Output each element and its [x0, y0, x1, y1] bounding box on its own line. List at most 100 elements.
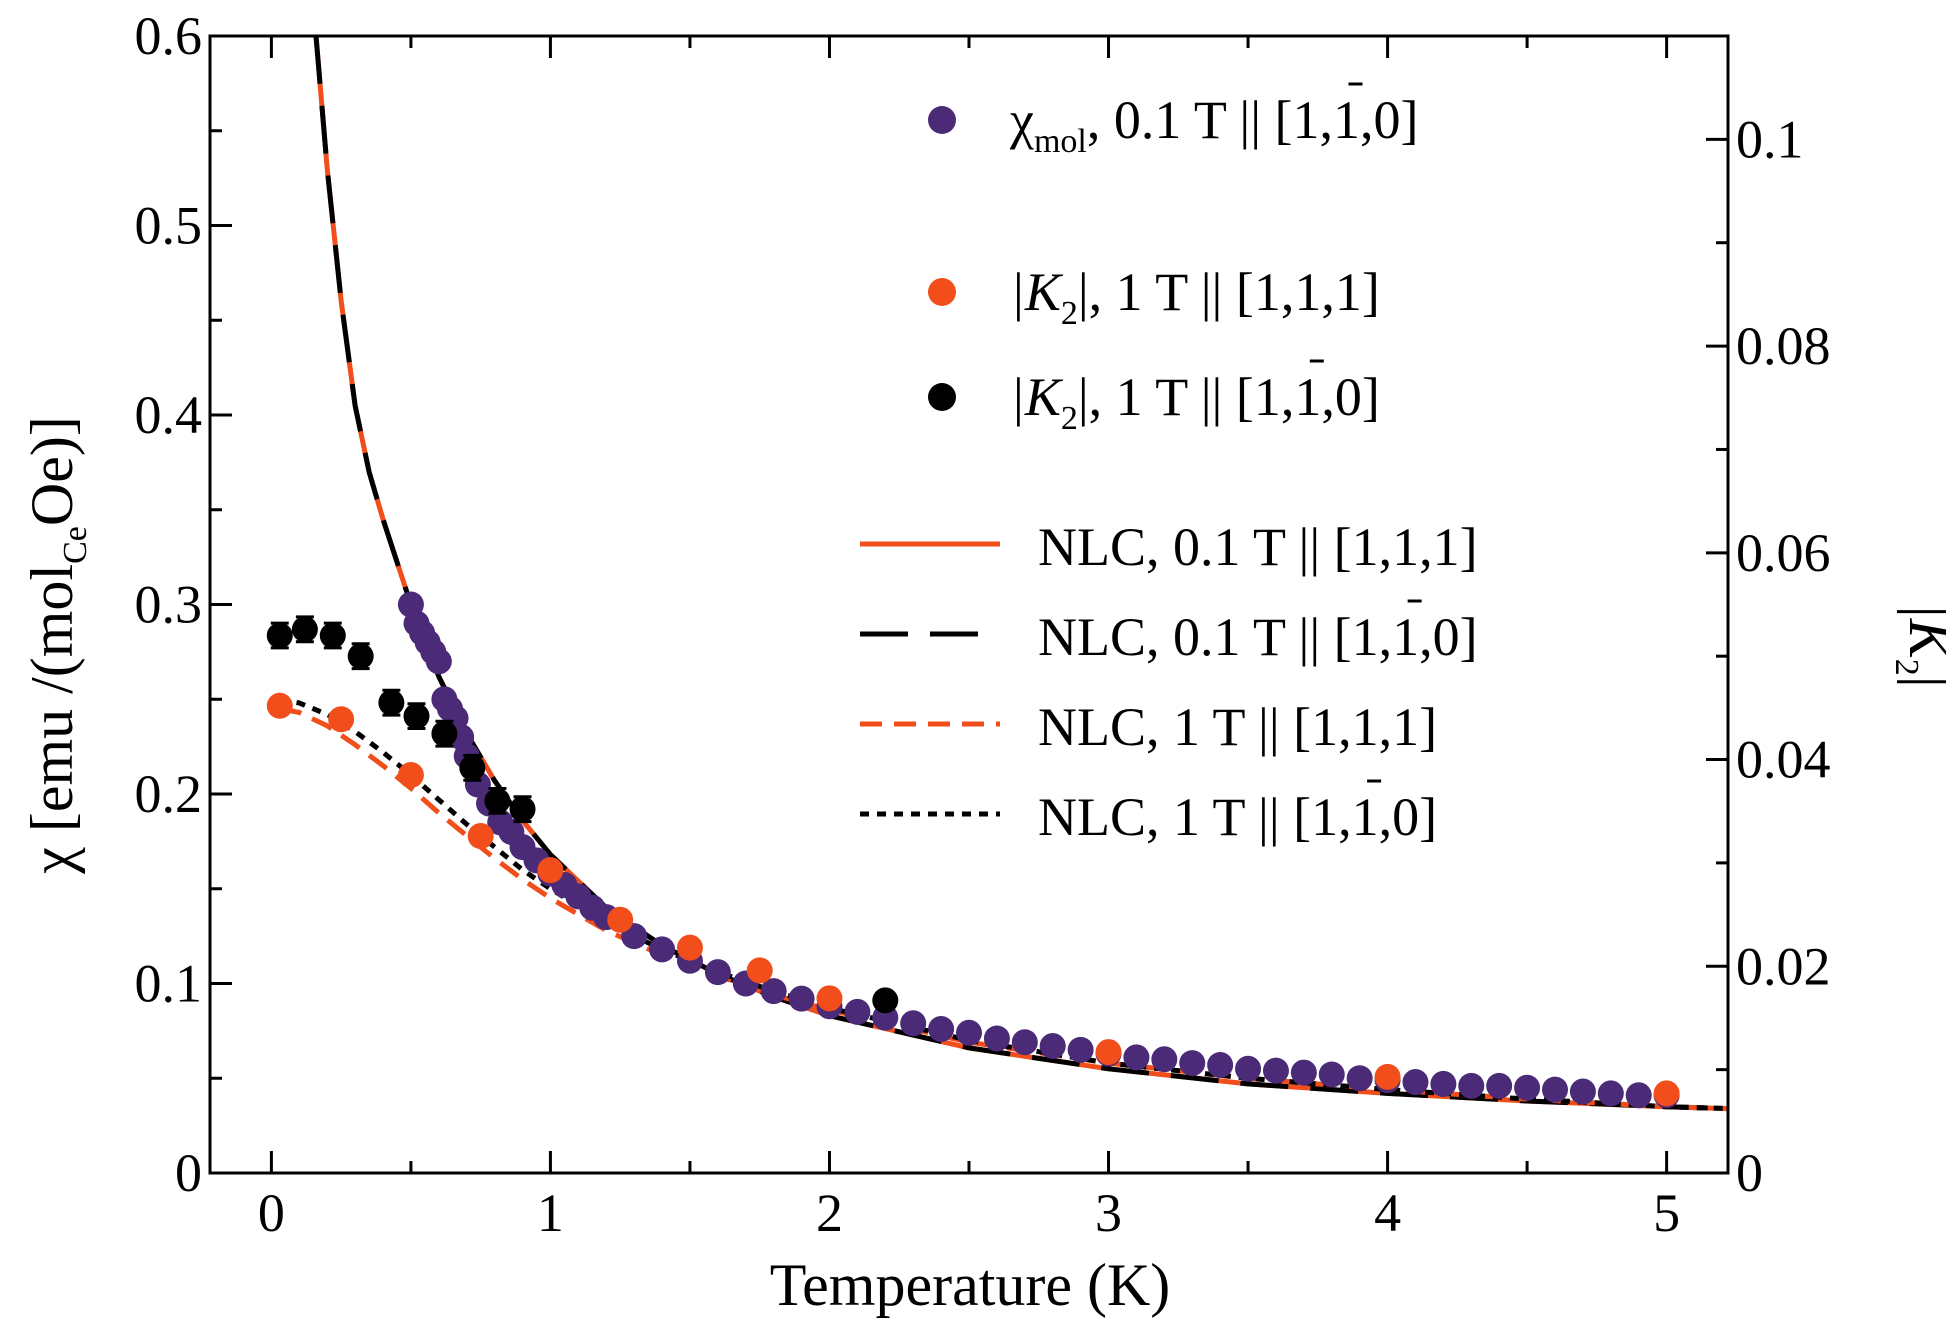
- legend-marker: [928, 278, 956, 306]
- legend-label: NLC, 0.1 T || [1,1,0]: [1038, 607, 1478, 667]
- legend-label: NLC, 1 T || [1,1,1]: [1038, 697, 1437, 757]
- data-point: [1207, 1051, 1234, 1078]
- data-point: [1430, 1070, 1457, 1097]
- data-point: [319, 622, 346, 649]
- data-point: [328, 706, 355, 733]
- data-point: [872, 987, 899, 1014]
- data-point: [266, 692, 293, 719]
- data-point: [537, 857, 564, 884]
- x-tick-label: 4: [1374, 1183, 1401, 1243]
- data-point: [378, 689, 405, 716]
- data-point: [1179, 1050, 1206, 1077]
- legend-label-rest: |, 1 T || [1,1,0]: [1078, 367, 1380, 427]
- data-point: [1597, 1080, 1624, 1107]
- data-point: [956, 1019, 982, 1046]
- data-point: [1514, 1074, 1541, 1101]
- data-point: [1290, 1059, 1317, 1086]
- legend-item: χmol, 0.1 T || [1,1,0]: [928, 82, 1419, 160]
- data-point: [1458, 1072, 1485, 1099]
- data-point: [397, 762, 424, 789]
- data-point: [1625, 1082, 1652, 1109]
- legend-label: |K2|, 1 T || [1,1,0]: [1010, 367, 1380, 437]
- data-point: [1011, 1029, 1038, 1056]
- legend-label-rest: |, 1 T || [1,1,1]: [1078, 262, 1380, 322]
- y-tick-label: 0.1: [135, 954, 203, 1014]
- axes: 0 1 2 3 4 500.10.20.30.40.50.600.020.040.060.…: [135, 6, 1831, 1243]
- data-point: [1067, 1036, 1094, 1063]
- y-tick-label: 0.2: [135, 764, 203, 824]
- x-axis-title: Temperature (K): [770, 1252, 1171, 1318]
- legend-marker: [928, 106, 956, 134]
- legend: χmol, 0.1 T || [1,1,0]|K2|, 1 T || [1,1,…: [860, 82, 1478, 847]
- data-point: [467, 823, 494, 850]
- y2-tick-label: 0.06: [1736, 523, 1831, 583]
- data-point: [1569, 1078, 1596, 1105]
- y-axis-title: χ [emu /(molCeOe)]: [19, 416, 94, 875]
- data-point: [760, 978, 787, 1005]
- y2-tick-label: 0.02: [1736, 936, 1831, 996]
- data-point: [1151, 1046, 1178, 1073]
- y-tick-label: 0.5: [135, 196, 203, 256]
- data-point: [509, 796, 536, 823]
- data-point: [347, 643, 374, 670]
- legend-item: NLC, 0.1 T || [1,1,1]: [860, 517, 1478, 577]
- x-tick-label: 5: [1653, 1183, 1680, 1243]
- data-point: [291, 616, 318, 643]
- data-point: [928, 1015, 955, 1042]
- data-point: [676, 934, 703, 961]
- legend-label-main: |K: [1010, 367, 1064, 427]
- data-point: [983, 1025, 1010, 1052]
- legend-label-main: |K: [1010, 262, 1064, 322]
- legend-label-main: NLC, 0.1 T || [1,1,1]: [1038, 517, 1478, 577]
- legend-label: |K2|, 1 T || [1,1,1]: [1010, 262, 1380, 332]
- data-point: [1346, 1065, 1373, 1092]
- data-point: [1039, 1033, 1066, 1060]
- legend-label-main: NLC, 1 T || [1,1,1]: [1038, 697, 1437, 757]
- legend-label-sub: 2: [1061, 400, 1078, 437]
- data-point: [900, 1010, 927, 1037]
- legend-label-main: NLC, 0.1 T || [1,1,0]: [1038, 607, 1478, 667]
- y2-tick-label: 0.1: [1736, 109, 1804, 169]
- data-point: [788, 985, 815, 1012]
- data-point: [746, 957, 773, 984]
- data-point: [484, 787, 511, 814]
- legend-label-main: NLC, 1 T || [1,1,0]: [1038, 787, 1437, 847]
- legend-item: NLC, 1 T || [1,1,0]: [860, 779, 1437, 847]
- legend-label-main: χ: [1009, 90, 1034, 150]
- data-point: [607, 906, 634, 933]
- legend-label: NLC, 0.1 T || [1,1,1]: [1038, 517, 1478, 577]
- data-point: [1123, 1044, 1150, 1071]
- data-point: [431, 720, 458, 747]
- y2-axis-title: |K2|: [1888, 602, 1946, 688]
- x-tick-label: 2: [816, 1183, 843, 1243]
- y-tick-label: 0.3: [135, 575, 203, 635]
- y-tick-label: 0.6: [135, 6, 203, 66]
- data-point: [649, 936, 676, 963]
- legend-label-rest: , 0.1 T || [1,1,0]: [1087, 90, 1419, 150]
- legend-item: NLC, 0.1 T || [1,1,0]: [860, 599, 1478, 667]
- y-tick-label: 0.4: [135, 385, 203, 445]
- y2-tick-label: 0.08: [1736, 316, 1831, 376]
- data-point: [1262, 1057, 1289, 1084]
- data-point: [266, 622, 293, 649]
- data-point: [1235, 1055, 1262, 1082]
- data-point: [403, 703, 430, 730]
- data-point: [704, 959, 731, 986]
- data-point: [1402, 1069, 1429, 1096]
- data-point: [816, 985, 843, 1012]
- y2-tick-label: 0.04: [1736, 730, 1831, 790]
- y-tick-label: 0: [175, 1143, 202, 1203]
- nlc-curve: [313, 36, 1728, 1112]
- data-point: [1095, 1039, 1122, 1066]
- legend-item: |K2|, 1 T || [1,1,1]: [928, 262, 1380, 332]
- x-tick-label: 1: [537, 1183, 564, 1243]
- legend-marker: [928, 383, 956, 411]
- data-point: [425, 648, 452, 675]
- legend-item: |K2|, 1 T || [1,1,0]: [928, 359, 1380, 437]
- legend-label: NLC, 1 T || [1,1,0]: [1038, 787, 1437, 847]
- data-point: [459, 754, 486, 781]
- data-point: [1318, 1061, 1345, 1088]
- data-point: [1374, 1063, 1401, 1090]
